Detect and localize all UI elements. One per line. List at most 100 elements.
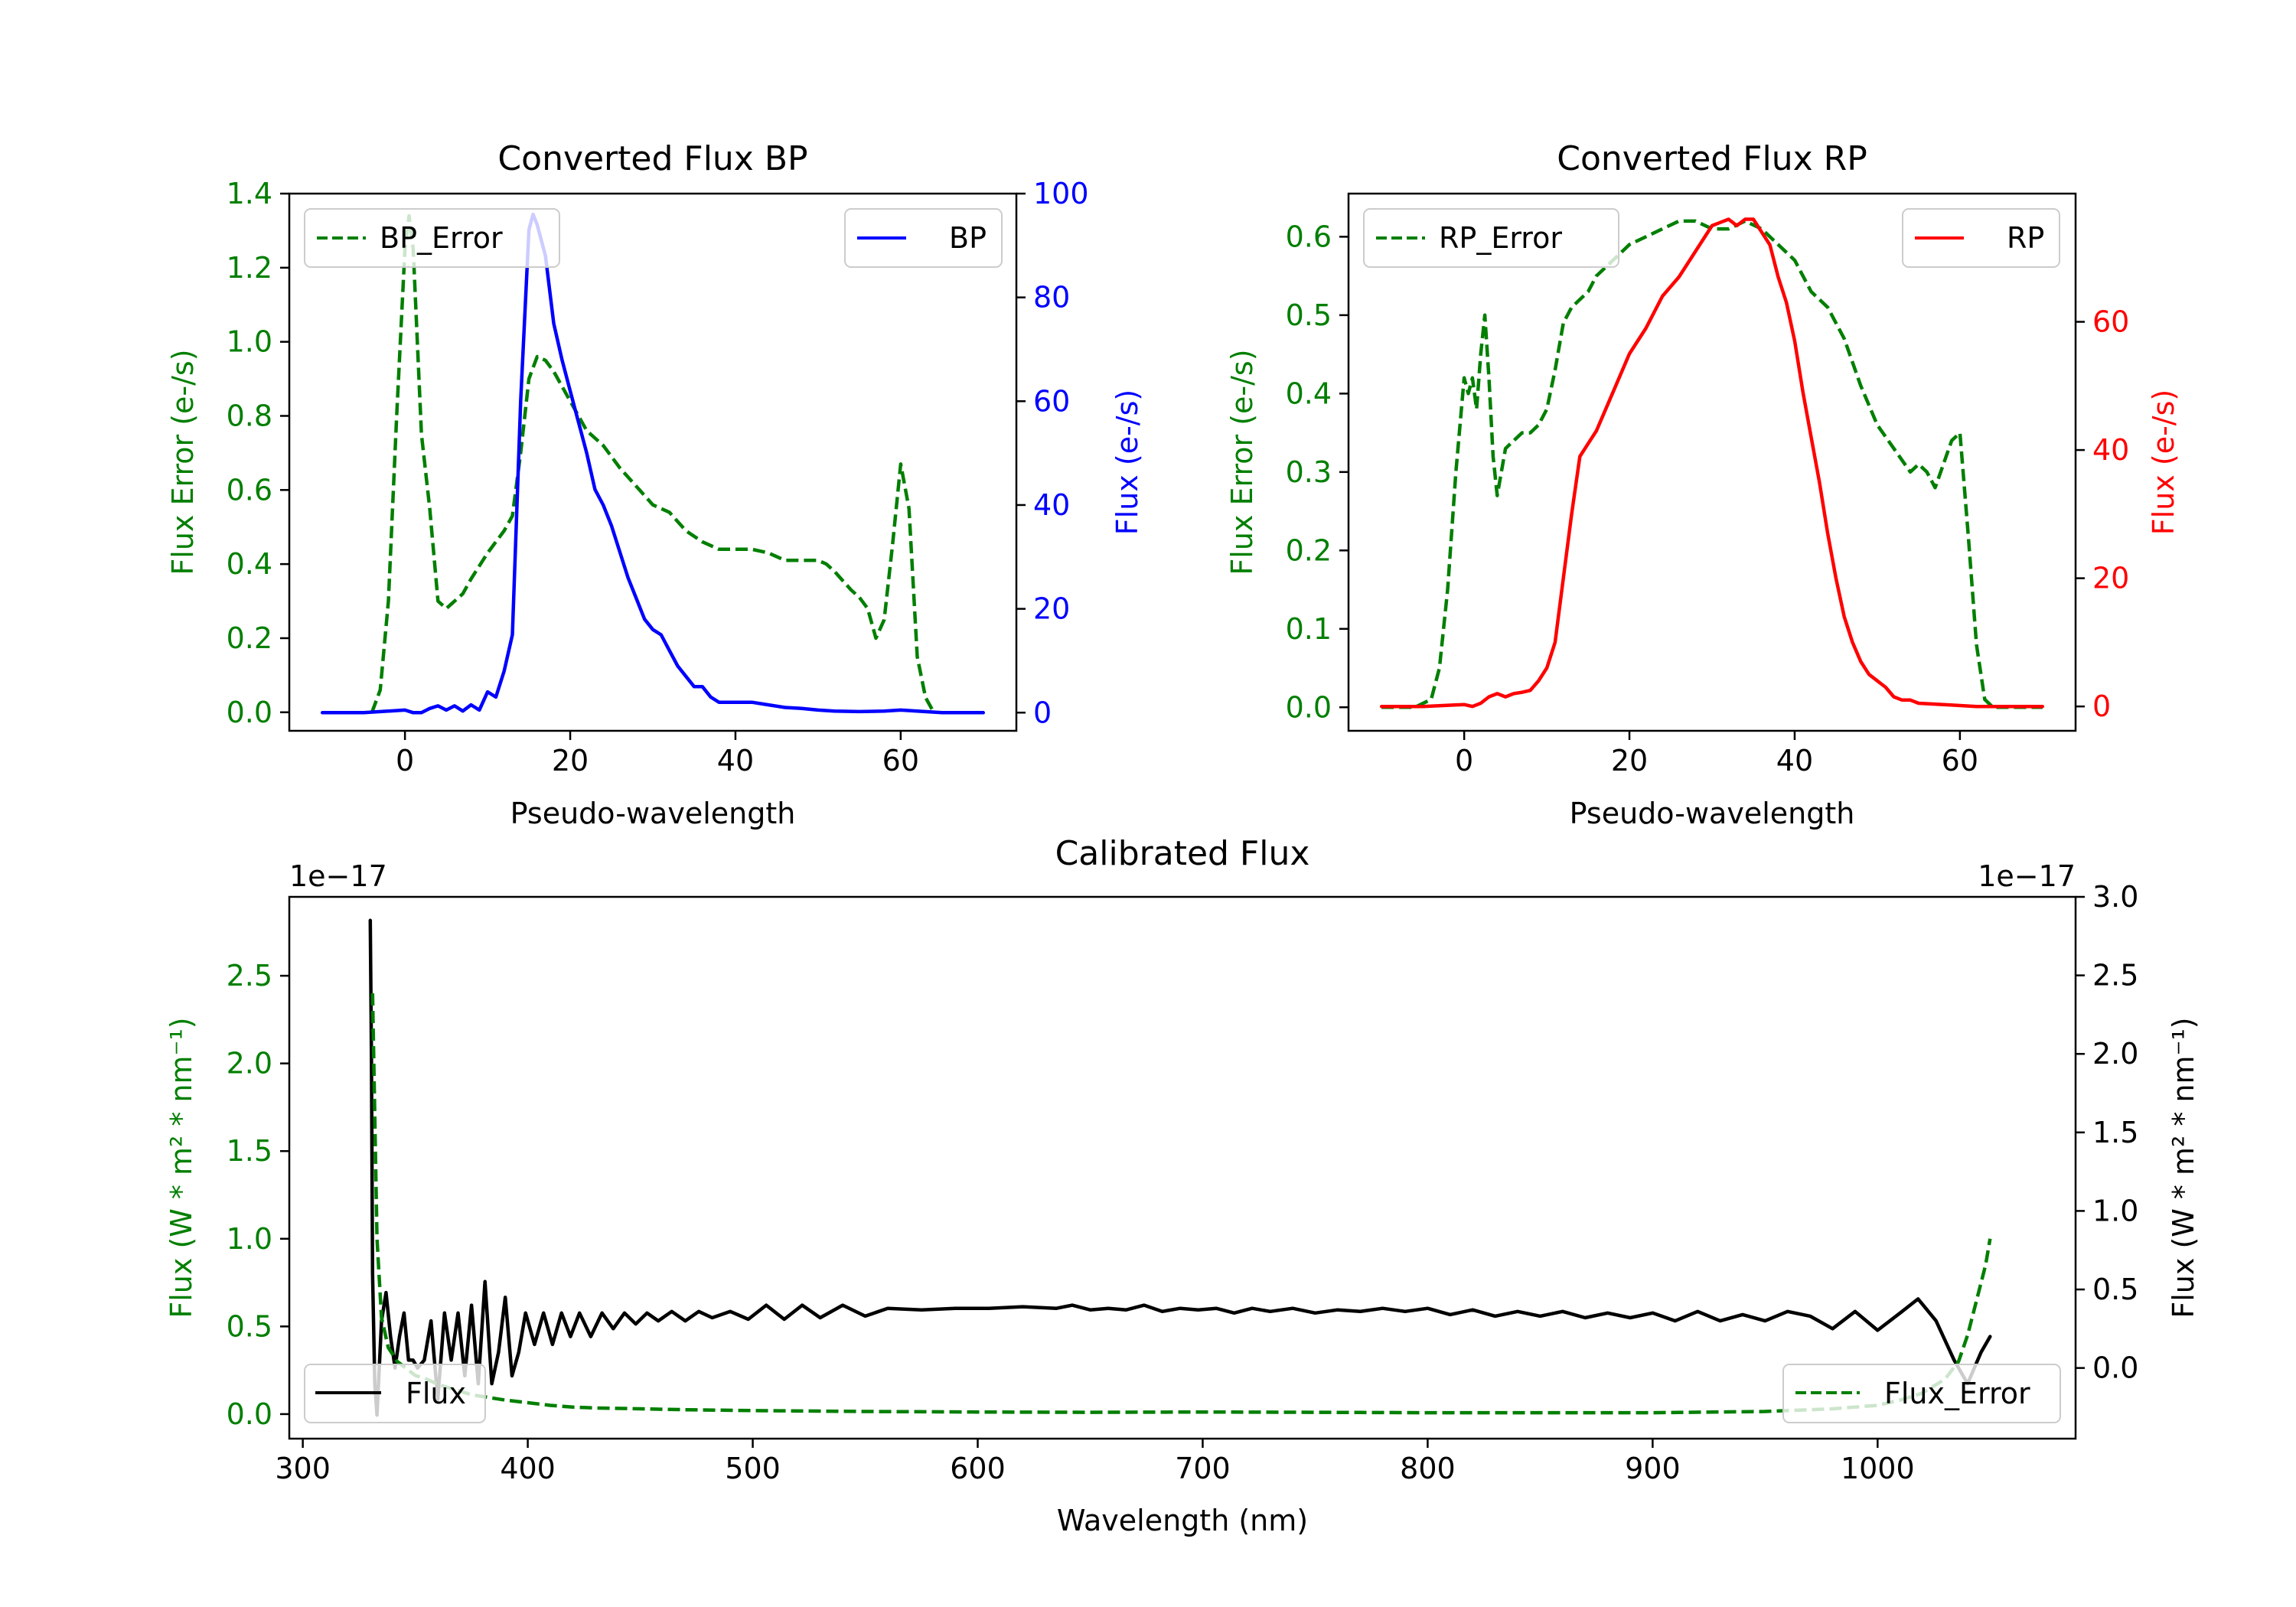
rp-legend-error: RP_Error (1363, 208, 1619, 268)
bp-left-tick-label: 0.4 (227, 547, 272, 581)
cal-x-tick-label: 600 (950, 1452, 1006, 1485)
rp-x-tick-label: 60 (1942, 744, 1978, 777)
cal-x-tick-label: 700 (1175, 1452, 1231, 1485)
bp-series-bp-error-line (370, 214, 935, 713)
rp-x-tick-label: 20 (1611, 744, 1648, 777)
cal-x-tick-label: 900 (1625, 1452, 1681, 1485)
rp-legend-flux-label: RP (2007, 221, 2044, 255)
bp-legend-error-label: BP_Error (380, 221, 503, 255)
bp-right-tick-label: 60 (1033, 384, 1070, 418)
bp-series-bp-line (320, 212, 986, 715)
rp-legend-error-label: RP_Error (1439, 221, 1562, 255)
cal-x-tick-label: 1000 (1841, 1452, 1915, 1485)
cal-right-tick-label: 1.5 (2092, 1116, 2138, 1149)
cal-legend-error-box (1782, 1364, 2061, 1423)
bp-x-tick-label: 40 (717, 744, 754, 777)
rp-left-axis: 0.0 0.1 0.2 0.3 0.4 0.5 0.6 (1286, 220, 1349, 724)
cal-legend-flux-label: Flux (406, 1377, 466, 1410)
cal-legend-error: Flux_Error (1782, 1364, 2061, 1423)
bp-x-tick-label: 60 (882, 744, 919, 777)
calibrated-panel: Calibrated Flux 1e−17 1e−17 300 400 500 600… (165, 834, 2200, 1537)
rp-xlabel: Pseudo-wavelength (1570, 797, 1855, 830)
bp-plot-area (320, 212, 986, 715)
cal-series-flux-line (368, 918, 1992, 1417)
rp-left-tick-label: 0.4 (1286, 376, 1332, 410)
rp-x-tick-label: 0 (1455, 744, 1473, 777)
bp-right-tick-label: 20 (1033, 592, 1070, 626)
bp-ylabel-left: Flux Error (e-/s) (166, 349, 200, 575)
bp-left-tick-label: 0.2 (227, 621, 272, 655)
rp-legend-flux-box (1902, 208, 2060, 268)
rp-left-tick-label: 0.2 (1286, 533, 1332, 567)
bp-legend-flux-box (844, 208, 1003, 268)
rp-axes-frame (1347, 192, 2077, 732)
cal-right-axis: 0.0 0.5 1.0 1.5 2.0 2.5 3.0 (2076, 880, 2138, 1385)
rp-left-tick-label: 0.1 (1286, 612, 1332, 646)
cal-left-tick-label: 1.0 (227, 1222, 272, 1256)
bp-legend-error-box (304, 208, 560, 268)
bp-legend-flux-label: BP (949, 221, 987, 255)
bp-right-tick-label: 100 (1033, 177, 1089, 210)
rp-left-tick-label: 0.0 (1286, 690, 1332, 724)
cal-left-axis: 0.0 0.5 1.0 1.5 2.0 2.5 (227, 959, 289, 1431)
cal-ylabel-left: Flux (W * m² * nm⁻¹) (165, 1017, 198, 1318)
cal-left-tick-label: 1.5 (227, 1134, 272, 1168)
rp-series-rp-error-line (1381, 219, 2043, 709)
bp-x-tick-label: 20 (552, 744, 589, 777)
cal-ylabel-right: Flux (W * m² * nm⁻¹) (2167, 1017, 2200, 1318)
rp-x-tick-label: 40 (1776, 744, 1813, 777)
bp-left-tick-label: 1.0 (227, 325, 272, 359)
cal-right-tick-label: 0.5 (2092, 1273, 2138, 1306)
bp-right-axis: 0 20 40 60 80 100 (1016, 177, 1089, 729)
cal-left-tick-label: 2.0 (227, 1047, 272, 1081)
rp-right-tick-label: 40 (2092, 433, 2129, 467)
bp-left-axis: 0.0 0.2 0.4 0.6 0.8 1.0 1.2 1.4 (227, 177, 289, 729)
cal-xlabel: Wavelength (nm) (1057, 1504, 1308, 1537)
rp-title: Converted Flux RP (1557, 139, 1867, 178)
cal-x-axis: 300 400 500 600 700 800 900 1000 (275, 1439, 1915, 1485)
cal-right-tick-label: 2.5 (2092, 959, 2138, 993)
rp-panel: Converted Flux RP 0 20 40 60 0.00.10.20.30.… (1225, 139, 2180, 830)
bp-legend-flux: BP (844, 208, 1003, 268)
bp-left-tick-label: 0.6 (227, 473, 272, 507)
cal-title: Calibrated Flux (1055, 834, 1310, 873)
rp-plot-area (1379, 217, 2045, 709)
bp-left-tick-label: 1.2 (227, 251, 272, 285)
cal-x-tick-label: 500 (725, 1452, 781, 1485)
rp-right-axis: 0 20 40 60 (2076, 305, 2129, 723)
cal-x-tick-label: 800 (1400, 1452, 1456, 1485)
cal-offset-right: 1e−17 (1978, 859, 2076, 893)
cal-right-tick-label: 2.0 (2092, 1037, 2138, 1071)
cal-left-tick-label: 0.5 (227, 1309, 272, 1343)
bp-panel: Converted Flux BP 0 20 40 60 0.00.20.40.60.… (166, 139, 1144, 830)
bp-right-tick-label: 40 (1033, 488, 1070, 522)
rp-ylabel-left: Flux Error (e-/s) (1225, 349, 1259, 575)
cal-x-tick-label: 400 (500, 1452, 556, 1485)
rp-right-tick-label: 0 (2092, 689, 2111, 723)
cal-axes-frame (288, 895, 2077, 1440)
cal-offset-left: 1e−17 (289, 859, 387, 893)
bp-x-axis: 0 20 40 60 (396, 731, 919, 777)
bp-title: Converted Flux BP (497, 139, 807, 178)
rp-legend-error-box (1363, 208, 1619, 268)
cal-right-tick-label: 1.0 (2092, 1194, 2138, 1227)
rp-legend-flux: RP (1902, 208, 2060, 268)
bp-axes-frame (288, 192, 1018, 732)
rp-x-axis: 0 20 40 60 (1455, 731, 1978, 777)
rp-right-tick-label: 20 (2092, 562, 2129, 595)
bp-right-tick-label: 80 (1033, 281, 1070, 315)
bp-left-tick-label: 0.0 (227, 696, 272, 729)
rp-right-tick-label: 60 (2092, 305, 2129, 339)
cal-legend-flux-box (304, 1364, 486, 1423)
cal-left-tick-label: 0.0 (227, 1397, 272, 1431)
rp-left-tick-label: 0.5 (1286, 298, 1332, 332)
bp-ylabel-right: Flux (e-/s) (1110, 390, 1144, 535)
cal-right-tick-label: 3.0 (2092, 880, 2138, 914)
cal-x-tick-label: 300 (275, 1452, 331, 1485)
rp-left-tick-label: 0.6 (1286, 220, 1332, 253)
bp-right-tick-label: 0 (1033, 696, 1052, 729)
cal-left-tick-label: 2.5 (227, 959, 272, 993)
bp-left-tick-label: 1.4 (227, 177, 272, 210)
bp-left-tick-label: 0.8 (227, 399, 272, 432)
